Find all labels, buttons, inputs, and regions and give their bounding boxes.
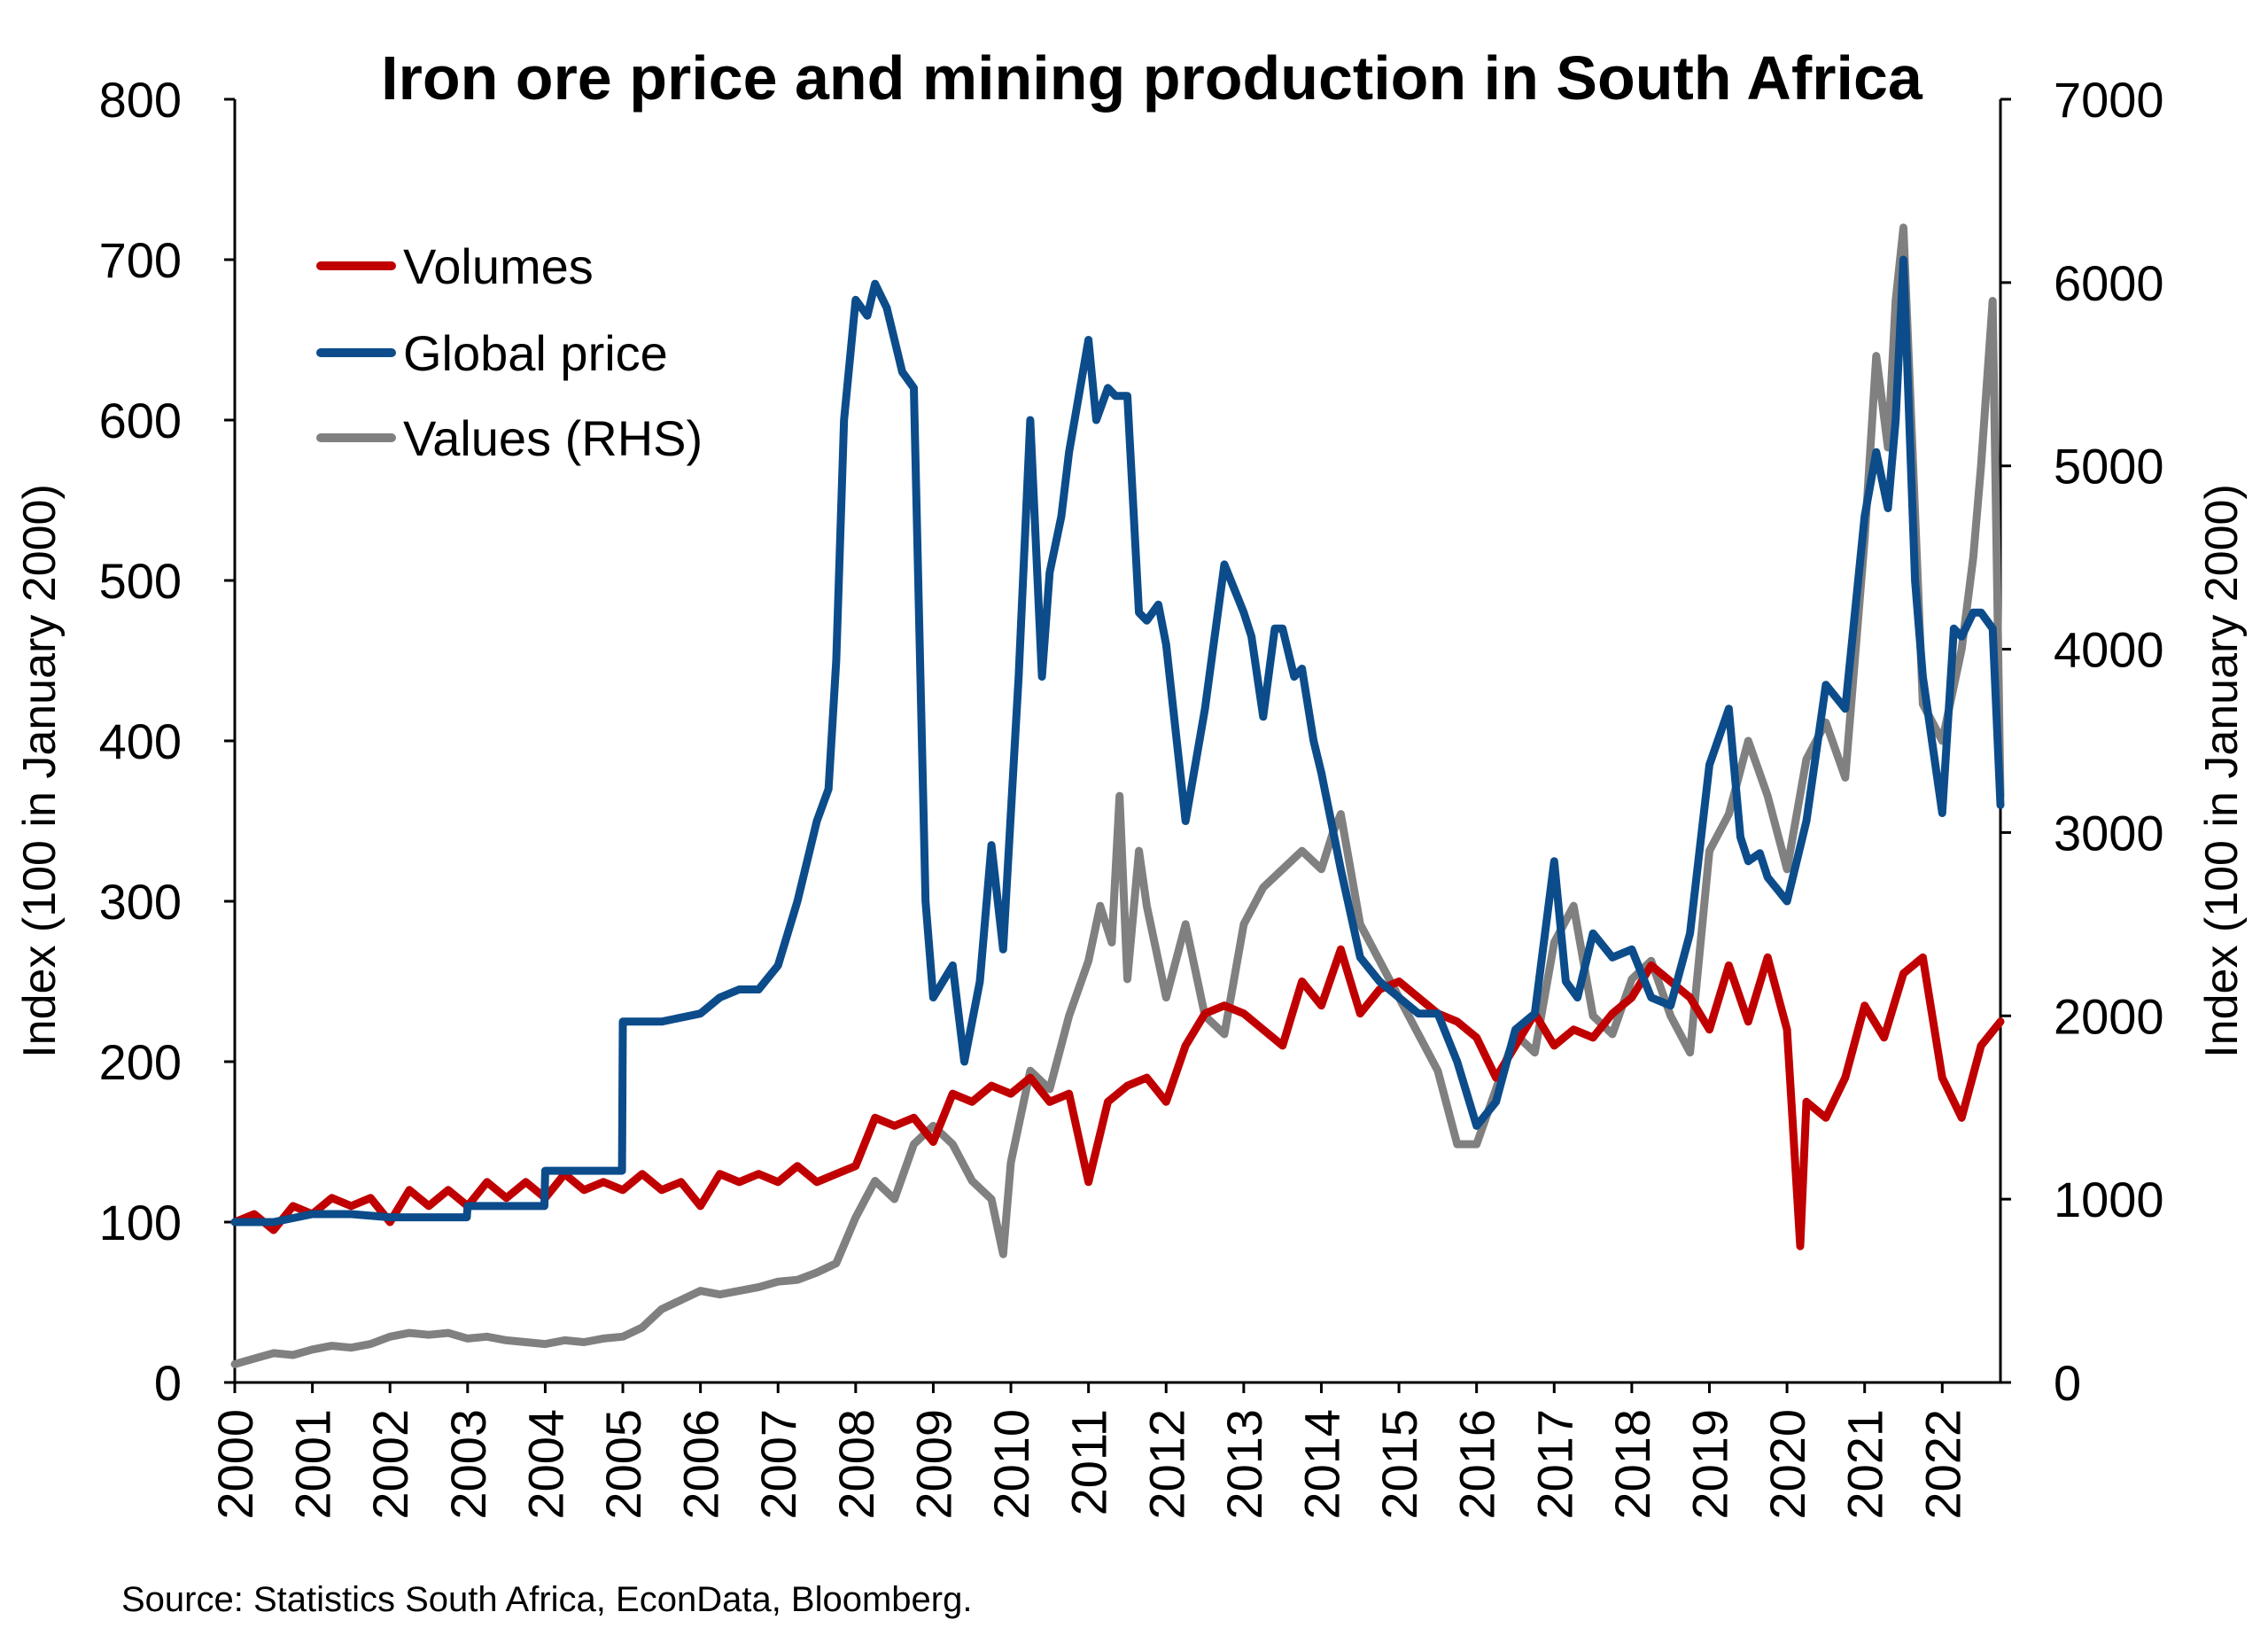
legend-label-values-rhs: Values (RHS) [403,410,703,466]
y-left-tick-label: 200 [99,1034,182,1090]
y-left-tick-label: 500 [99,553,182,609]
y-right-tick-label: 3000 [2054,805,2164,861]
legend-label-volumes: Volumes [403,238,594,294]
y-right-ticks: 0 1000 2000 3000 4000 5000 6000 7000 [2000,72,2164,1411]
series-line-values-rhs [230,223,2005,1368]
chart-title: Iron ore price and mining production in … [381,43,1923,113]
y-left-tick-label: 600 [99,393,182,448]
x-tick-label: 2016 [1449,1409,1505,1520]
x-tick-label: 2015 [1371,1409,1427,1520]
x-tick-label: 2019 [1682,1409,1737,1520]
x-tick-label: 2009 [905,1409,961,1520]
x-tick-label: 2022 [1915,1409,1970,1520]
x-tick-label: 2011 [1061,1409,1117,1515]
y-right-tick-label: 1000 [2054,1172,2164,1227]
x-tick-label: 2002 [362,1409,418,1520]
x-tick-label: 2003 [440,1409,496,1520]
x-tick-label: 2012 [1138,1409,1194,1520]
source-note: Source: Statistics South Africa, EconDat… [121,1580,972,1619]
x-tick-label: 2018 [1604,1409,1660,1520]
y-left-tick-label: 100 [99,1195,182,1250]
y-axis-left-label: Index (100 in January 2000) [14,484,66,1058]
x-tick-label: 2014 [1293,1409,1349,1520]
y-left-tick-label: 400 [99,713,182,769]
x-tick-label: 2001 [285,1409,341,1520]
series-lines [230,223,2005,1368]
series-line-global-price [230,255,2005,1227]
x-tick-label: 2017 [1526,1409,1582,1520]
x-tick-label: 2005 [595,1409,651,1520]
y-right-tick-label: 6000 [2054,255,2164,311]
y-left-tick-label: 800 [99,72,182,128]
series-line-volumes [230,945,2005,1250]
x-ticks: 2000 2001 2002 2003 2004 2005 2006 2007 2008 2009… [207,1382,1970,1520]
legend-label-global-price: Global price [403,325,668,381]
x-tick-label: 2006 [673,1409,729,1520]
y-left-tick-label: 300 [99,874,182,930]
x-tick-label: 2021 [1837,1409,1893,1520]
y-left-ticks: 0 100 200 300 400 500 600 700 800 [99,72,235,1411]
y-left-tick-label: 0 [154,1355,182,1411]
x-tick-label: 2013 [1216,1409,1272,1520]
x-tick-label: 2020 [1759,1409,1815,1520]
y-right-tick-label: 5000 [2054,439,2164,495]
x-tick-label: 2004 [517,1409,573,1520]
y-right-tick-label: 2000 [2054,988,2164,1044]
y-right-tick-label: 4000 [2054,622,2164,678]
x-tick-label: 2000 [207,1409,263,1520]
legend: Volumes Global price Values (RHS) [316,238,703,466]
y-left-tick-label: 700 [99,232,182,288]
x-tick-label: 2010 [983,1409,1039,1520]
y-right-tick-label: 7000 [2054,72,2164,128]
x-tick-label: 2007 [750,1409,806,1520]
y-right-tick-label: 0 [2054,1355,2081,1411]
y-axis-right-label: Index (100 in January 2000) [2196,484,2248,1058]
x-tick-label: 2008 [828,1409,884,1520]
